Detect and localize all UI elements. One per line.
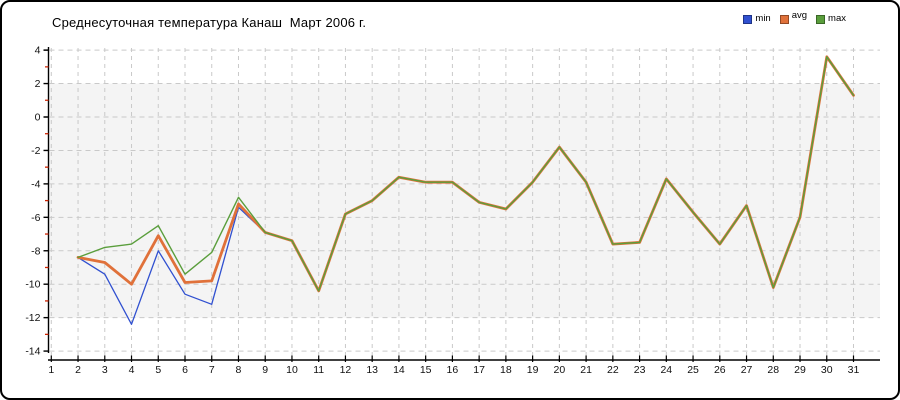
legend-swatch-max-icon [816, 14, 826, 24]
x-tick-label: 19 [527, 364, 539, 376]
x-tick-label: 21 [580, 364, 592, 376]
y-tick-label: -8 [31, 245, 40, 257]
series-line-max [77, 56, 855, 292]
legend-item-max: max [816, 14, 846, 24]
x-axis-ticks: 1 2 3 4 5 6 7 8 9 10 11 12 13 14 15 16 17 18 19 20 21 22 23 24 2… [48, 355, 860, 376]
x-tick-label: 31 [848, 364, 860, 376]
y-tick-label: -2 [31, 145, 40, 157]
y-tick-label: 4 [35, 45, 41, 57]
x-tick-label: 4 [129, 364, 135, 376]
x-tick-label: 15 [420, 364, 432, 376]
x-tick-label: 8 [236, 364, 242, 376]
legend-label-avg: avg [791, 10, 808, 21]
x-tick-label: 7 [209, 364, 215, 376]
x-tick-label: 1 [48, 364, 54, 376]
legend-item-min: min [743, 13, 771, 24]
x-tick-label: 14 [393, 364, 405, 376]
chart-title: Среднесуточная температура Канаш Март 20… [52, 15, 367, 30]
x-tick-label: 30 [821, 364, 833, 376]
chart-legend: min avg max [743, 10, 846, 24]
x-tick-label: 24 [660, 364, 672, 376]
x-tick-label: 25 [687, 364, 699, 376]
x-tick-label: 13 [366, 364, 378, 376]
y-tick-label: -4 [31, 178, 40, 190]
x-tick-label: 16 [447, 364, 459, 376]
x-tick-label: 12 [340, 364, 352, 376]
y-tick-label: -14 [25, 346, 40, 358]
x-tick-label: 2 [75, 364, 81, 376]
y-tick-label: 0 [35, 112, 41, 124]
x-tick-label: 5 [155, 364, 161, 376]
y-tick-label: 2 [35, 78, 41, 90]
x-tick-label: 22 [607, 364, 619, 376]
x-tick-label: 9 [262, 364, 268, 376]
h-gridlines [49, 49, 880, 352]
x-tick-label: 3 [102, 364, 108, 376]
legend-swatch-min-icon [743, 14, 753, 24]
x-tick-label: 23 [634, 364, 646, 376]
x-tick-label: 11 [313, 364, 324, 376]
y-tick-label: -12 [25, 312, 40, 324]
plot-band [49, 83, 880, 318]
x-tick-label: 26 [714, 364, 726, 376]
x-tick-label: 20 [554, 364, 566, 376]
legend-label-min: min [755, 13, 771, 24]
y-tick-label: -6 [31, 212, 40, 224]
y-tick-label: -10 [25, 279, 40, 291]
x-tick-label: 28 [767, 364, 779, 376]
x-tick-label: 6 [182, 364, 188, 376]
legend-swatch-avg-icon [779, 14, 789, 24]
y-axis-ticks: 4 2 0 -2 -4 -6 -8 -10 -12 -14 [25, 45, 49, 358]
x-tick-label: 17 [473, 364, 485, 376]
x-tick-label: 10 [286, 364, 298, 376]
x-tick-label: 29 [794, 364, 806, 376]
x-tick-label: 18 [500, 364, 512, 376]
x-tick-label: 27 [741, 364, 753, 376]
legend-item-avg: avg [779, 10, 808, 24]
legend-label-max: max [828, 13, 846, 24]
